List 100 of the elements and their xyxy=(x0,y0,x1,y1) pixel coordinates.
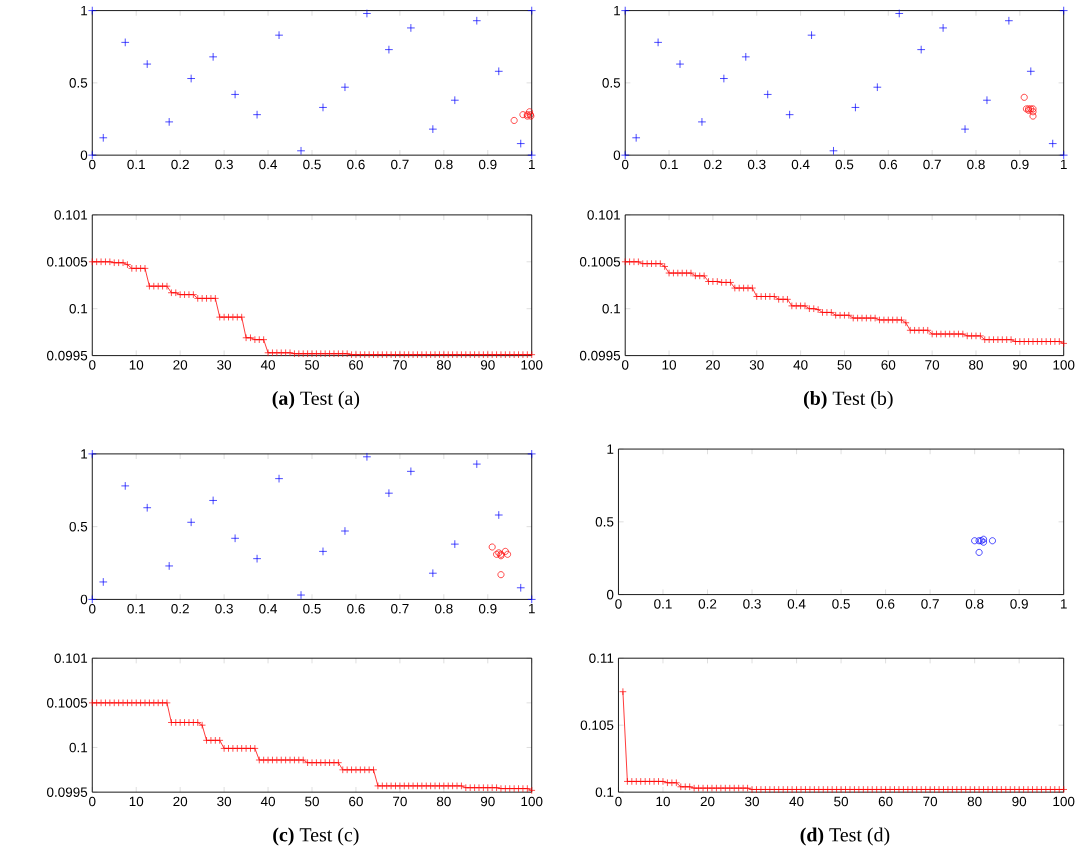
point xyxy=(510,117,518,125)
point xyxy=(873,83,882,92)
x-tick-label: 1 xyxy=(529,159,535,170)
point xyxy=(851,103,860,112)
point xyxy=(516,139,525,149)
point xyxy=(916,45,926,55)
x-tick-label: 30 xyxy=(749,360,764,370)
x-tick-label: 0.3 xyxy=(747,159,766,170)
point xyxy=(1004,16,1014,26)
point xyxy=(230,534,240,543)
point xyxy=(164,561,174,571)
x-tick-label: 50 xyxy=(837,360,852,370)
point xyxy=(274,474,284,484)
x-tick-label: 0.7 xyxy=(391,159,409,170)
point xyxy=(527,6,536,16)
x-tick-label: 0.6 xyxy=(879,159,898,170)
x-tick-label: 20 xyxy=(173,796,188,807)
x-tick-label: 70 xyxy=(393,360,407,370)
point xyxy=(384,489,394,498)
x-tick-label: 100 xyxy=(521,796,543,807)
point xyxy=(318,103,328,112)
y-tick-label: 1 xyxy=(81,6,88,16)
point xyxy=(620,6,630,16)
point xyxy=(527,449,536,459)
x-tick-label: 80 xyxy=(969,360,983,370)
x-tick-label: 0.4 xyxy=(787,599,806,609)
point xyxy=(1029,108,1037,116)
x-tick-label: 0.2 xyxy=(171,159,189,170)
x-tick-label: 90 xyxy=(1012,360,1027,370)
point xyxy=(340,527,350,536)
text: (d) Test (d) xyxy=(800,827,890,846)
point xyxy=(296,591,306,600)
point xyxy=(527,595,536,604)
point xyxy=(1048,139,1057,149)
point xyxy=(186,518,196,527)
point xyxy=(208,496,218,505)
text: (a) Test (a) xyxy=(272,391,360,410)
x-tick-label: 0.6 xyxy=(347,159,365,170)
point xyxy=(88,595,97,604)
point xyxy=(428,569,438,578)
point xyxy=(1059,151,1068,160)
point xyxy=(362,9,372,18)
point xyxy=(497,571,505,579)
point xyxy=(252,110,262,120)
point xyxy=(741,52,751,62)
x-tick-label: 60 xyxy=(878,796,893,807)
x-tick-label: 40 xyxy=(793,360,808,370)
x-tick-label: 0.2 xyxy=(698,599,717,609)
x-tick-label: 10 xyxy=(129,796,144,807)
x-tick-label: 20 xyxy=(700,796,715,807)
x-tick-label: 20 xyxy=(706,360,720,370)
x-tick-label: 10 xyxy=(656,796,670,807)
x-tick-label: 30 xyxy=(745,796,759,807)
point xyxy=(982,96,992,105)
x-tick-label: 0 xyxy=(89,360,96,370)
x-tick-label: 70 xyxy=(925,360,940,370)
point xyxy=(121,481,130,491)
x-tick-label: 60 xyxy=(349,360,363,370)
y-tick-label: 0.11 xyxy=(589,653,614,664)
x-tick-label: 40 xyxy=(260,360,276,370)
point xyxy=(675,60,685,69)
y-tick-label: 0 xyxy=(80,150,88,161)
point xyxy=(526,108,533,116)
point xyxy=(1026,67,1036,76)
x-tick-label: 90 xyxy=(480,796,495,807)
y-tick-label: 0.1005 xyxy=(47,698,88,708)
point xyxy=(472,460,482,469)
x-tick-label: 0.8 xyxy=(965,599,984,609)
point xyxy=(653,38,663,47)
x-tick-label: 0.9 xyxy=(1010,599,1028,609)
x-tick-label: 1 xyxy=(529,604,535,614)
y-tick-label: 0.1 xyxy=(69,304,88,314)
text: (b) Test (b) xyxy=(803,391,893,410)
point xyxy=(88,449,97,459)
x-tick-label: 20 xyxy=(173,360,188,370)
x-tick-label: 0.1 xyxy=(654,599,672,609)
x-tick-label: 60 xyxy=(881,360,896,370)
x-tick-label: 0.5 xyxy=(303,604,321,614)
point xyxy=(975,549,983,557)
x-tick-label: 50 xyxy=(834,796,849,807)
point xyxy=(1059,6,1068,16)
y-tick-label: 0 xyxy=(613,150,621,161)
x-tick-label: 0 xyxy=(89,796,96,807)
x-tick-label: 0.3 xyxy=(215,604,233,614)
x-tick-label: 1 xyxy=(1060,159,1067,170)
x-tick-label: 30 xyxy=(217,360,232,370)
point xyxy=(99,133,108,143)
x-tick-label: 0.7 xyxy=(391,604,409,614)
point xyxy=(142,503,152,513)
point xyxy=(785,110,794,120)
point xyxy=(989,537,996,545)
x-tick-label: 0.6 xyxy=(876,599,895,609)
y-tick-label: 0.101 xyxy=(587,210,620,220)
x-tick-label: 60 xyxy=(349,796,363,807)
y-tick-label: 0.0995 xyxy=(47,787,88,798)
point xyxy=(318,547,328,556)
point xyxy=(121,38,130,47)
point xyxy=(519,111,527,119)
x-tick-label: 0.6 xyxy=(347,604,365,614)
point xyxy=(895,9,904,18)
